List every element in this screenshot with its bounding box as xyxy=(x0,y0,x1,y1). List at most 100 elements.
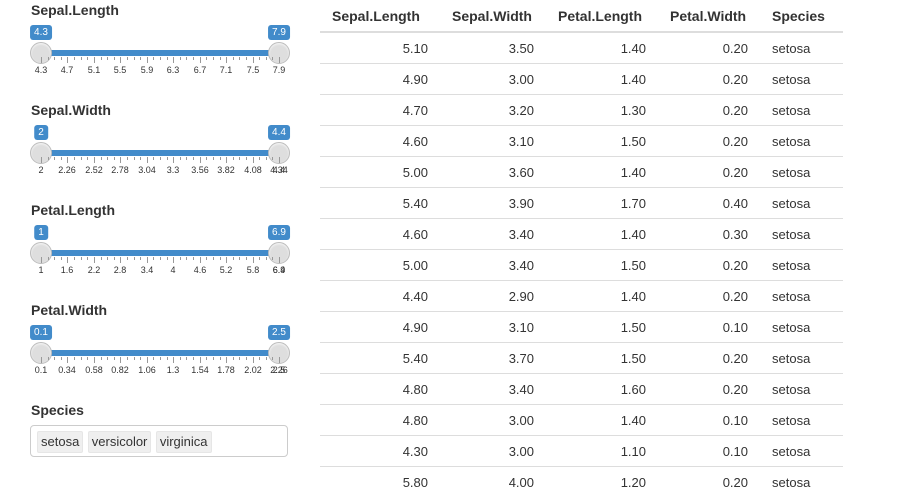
slider-label: Petal.Width xyxy=(31,302,108,318)
max-handle[interactable] xyxy=(268,242,290,264)
species-chip-setosa[interactable]: setosa xyxy=(37,431,84,453)
min-handle[interactable] xyxy=(30,42,52,64)
minor-tick xyxy=(213,57,214,60)
column-header[interactable]: Species xyxy=(760,0,843,33)
minor-tick xyxy=(246,257,247,260)
minor-tick xyxy=(107,57,108,60)
minor-tick xyxy=(180,257,181,260)
minor-tick xyxy=(87,357,88,360)
major-tick xyxy=(226,157,227,163)
minor-tick xyxy=(246,157,247,160)
tick-label: 3.4 xyxy=(140,265,154,275)
tick-label: 6.3 xyxy=(166,65,180,75)
minor-tick xyxy=(180,357,181,360)
major-tick xyxy=(41,57,42,63)
minor-tick xyxy=(134,57,135,60)
tick-label: 1.78 xyxy=(217,365,235,375)
column-header[interactable]: Sepal.Length xyxy=(320,0,440,33)
minor-tick xyxy=(246,357,247,360)
minor-tick xyxy=(239,357,240,360)
species-chip-versicolor[interactable]: versicolor xyxy=(87,431,152,453)
max-handle[interactable] xyxy=(268,342,290,364)
major-tick xyxy=(173,357,174,363)
table-cell: 1.50 xyxy=(546,125,658,157)
minor-tick xyxy=(61,157,62,160)
range-bar[interactable] xyxy=(41,150,279,156)
minor-tick xyxy=(81,257,82,260)
table-cell: setosa xyxy=(760,466,843,497)
minor-tick xyxy=(61,257,62,260)
minor-tick xyxy=(180,57,181,60)
minor-tick xyxy=(213,157,214,160)
major-tick xyxy=(147,357,148,363)
minor-tick xyxy=(54,257,55,260)
table-cell: setosa xyxy=(760,218,843,250)
table-cell: 0.10 xyxy=(658,435,760,467)
major-tick xyxy=(94,257,95,263)
minor-tick xyxy=(220,357,221,360)
table-cell: 4.40 xyxy=(320,280,440,312)
table-row: 5.10 3.50 1.40 0.20 setosa xyxy=(320,31,843,64)
minor-tick xyxy=(239,157,240,160)
minor-tick xyxy=(206,257,207,260)
major-tick xyxy=(226,357,227,363)
table-cell: 4.30 xyxy=(320,435,440,467)
minor-tick xyxy=(160,357,161,360)
minor-tick xyxy=(193,57,194,60)
tick-label: 5.8 xyxy=(246,265,260,275)
min-value-badge: 0.1 xyxy=(30,325,52,340)
max-handle[interactable] xyxy=(268,42,290,64)
tick-label: 1 xyxy=(38,265,44,275)
minor-tick xyxy=(186,257,187,260)
table-cell: 3.90 xyxy=(440,187,546,219)
table-cell: 0.20 xyxy=(658,63,760,95)
minor-tick xyxy=(54,157,55,160)
minor-tick xyxy=(61,57,62,60)
minor-tick xyxy=(81,157,82,160)
table-row: 5.40 3.70 1.50 0.20 setosa xyxy=(320,342,843,374)
tick-label: 5.1 xyxy=(87,65,101,75)
species-multiselect[interactable]: setosa versicolor virginica xyxy=(30,425,288,457)
iris-table: Sepal.Length Sepal.Width Petal.Length Pe… xyxy=(320,0,843,497)
minor-tick xyxy=(134,157,135,160)
table-row: 4.70 3.20 1.30 0.20 setosa xyxy=(320,94,843,126)
min-handle[interactable] xyxy=(30,342,52,364)
tick-label: 1.06 xyxy=(138,365,156,375)
minor-tick xyxy=(153,357,154,360)
tick-label: 4.08 xyxy=(244,165,262,175)
column-header[interactable]: Sepal.Width xyxy=(440,0,546,33)
minor-tick xyxy=(101,57,102,60)
range-bar[interactable] xyxy=(41,50,279,56)
minor-tick xyxy=(140,57,141,60)
minor-tick xyxy=(134,357,135,360)
major-tick xyxy=(253,57,254,63)
major-tick xyxy=(226,257,227,263)
min-handle[interactable] xyxy=(30,142,52,164)
table-cell: setosa xyxy=(760,249,843,281)
min-handle[interactable] xyxy=(30,242,52,264)
major-tick xyxy=(147,257,148,263)
tick-label: 6.9 xyxy=(272,265,286,275)
column-header[interactable]: Petal.Width xyxy=(658,0,760,33)
max-handle[interactable] xyxy=(268,142,290,164)
species-chip-virginica[interactable]: virginica xyxy=(155,431,212,453)
minor-tick xyxy=(213,257,214,260)
column-header[interactable]: Petal.Length xyxy=(546,0,658,33)
data-table-container: Sepal.Length Sepal.Width Petal.Length Pe… xyxy=(320,0,843,497)
table-row: 4.90 3.10 1.50 0.10 setosa xyxy=(320,311,843,343)
minor-tick xyxy=(160,157,161,160)
minor-tick xyxy=(186,357,187,360)
minor-tick xyxy=(127,157,128,160)
table-cell: 3.60 xyxy=(440,156,546,188)
tick-label: 1.54 xyxy=(191,365,209,375)
major-tick xyxy=(200,357,201,363)
tick-label: 7.5 xyxy=(246,65,260,75)
range-bar[interactable] xyxy=(41,250,279,256)
table-cell: 5.40 xyxy=(320,342,440,374)
range-bar[interactable] xyxy=(41,350,279,356)
tick-label: 5.2 xyxy=(219,265,233,275)
table-row: 5.40 3.90 1.70 0.40 setosa xyxy=(320,187,843,219)
minor-tick xyxy=(48,157,49,160)
table-cell: 3.40 xyxy=(440,249,546,281)
slider-petal-width: Petal.Width 0.1 2.5 0.1 0.34 0.58 0.82 1.06 1… xyxy=(0,300,310,400)
